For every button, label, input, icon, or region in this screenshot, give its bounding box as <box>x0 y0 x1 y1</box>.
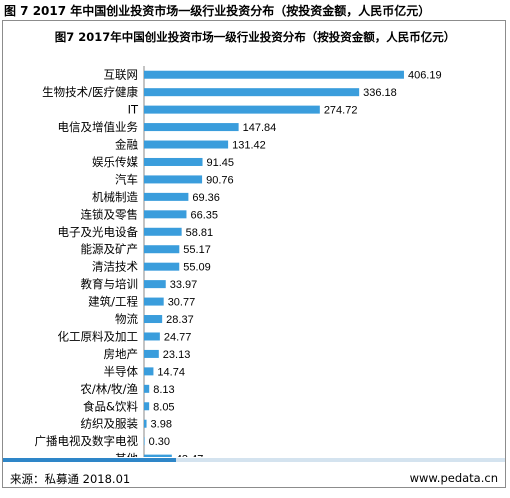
category-label: 娱乐传媒 <box>92 155 138 169</box>
category-label: 纺织及服装 <box>81 417 139 431</box>
data-label: 8.05 <box>153 401 174 413</box>
data-label: 147.84 <box>243 122 277 134</box>
data-label: 55.09 <box>183 262 211 274</box>
data-label: 90.76 <box>206 174 234 186</box>
bar-17 <box>144 367 154 376</box>
bar-7 <box>144 192 189 201</box>
data-label: 24.77 <box>164 331 192 343</box>
data-label: 66.35 <box>190 209 218 221</box>
data-label: 14.74 <box>157 366 185 378</box>
chart-title: 图7 2017年中国创业投资市场一级行业投资分布（按投资金额，人民币亿元） <box>54 30 456 44</box>
bar-22 <box>144 454 172 457</box>
bar-9 <box>144 227 182 236</box>
bar-16 <box>144 349 159 358</box>
category-label: 机械制造 <box>92 190 138 204</box>
bar-5 <box>144 157 203 166</box>
footer-divider <box>3 458 505 462</box>
bar-14 <box>144 315 163 324</box>
source-note: 来源：私募通 2018.01 <box>10 472 131 486</box>
category-label: 汽车 <box>115 172 138 186</box>
site-url: www.pedata.cn <box>409 471 498 485</box>
bar-chart: 互联网 406.19 生物技术/医疗健康 336.18 IT 274.72 电信及增值业务 1… <box>35 66 442 457</box>
category-label: 能源及矿产 <box>81 242 139 256</box>
bar-19 <box>144 402 150 411</box>
data-label: 131.42 <box>232 140 266 152</box>
category-label: 清洁技术 <box>92 260 138 274</box>
data-label: 55.17 <box>183 244 211 256</box>
category-label: 化工原料及加工 <box>58 329 139 343</box>
category-label: 教育与培训 <box>81 277 139 291</box>
bar-18 <box>144 384 150 393</box>
data-label: 0.30 <box>149 436 170 448</box>
category-label: 农/林/牧/渔 <box>80 382 138 396</box>
category-label: 生物技术/医疗健康 <box>42 85 138 99</box>
category-label: 其他 <box>115 452 138 457</box>
category-label: 互联网 <box>104 68 139 82</box>
data-label: 33.97 <box>170 279 198 291</box>
data-label: 23.13 <box>163 349 191 361</box>
category-label: 连锁及零售 <box>81 207 139 221</box>
data-label: 69.36 <box>192 192 220 204</box>
category-label: 建筑/工程 <box>88 295 138 309</box>
bar-0 <box>144 70 404 79</box>
footer-divider-accent <box>3 458 176 462</box>
category-label: IT <box>128 103 139 117</box>
data-label: 30.77 <box>168 297 196 309</box>
category-label: 金融 <box>115 138 138 152</box>
data-label: 3.98 <box>151 419 172 431</box>
page-title: 图 7 2017 年中国创业投资市场一级行业投资分布（按投资金额，人民币亿元） <box>4 4 431 18</box>
data-label: 91.45 <box>207 157 235 169</box>
category-label: 电信及增值业务 <box>58 120 139 134</box>
data-label: 274.72 <box>324 105 358 117</box>
bar-21 <box>144 437 145 446</box>
bar-8 <box>144 210 187 219</box>
bar-4 <box>144 140 229 149</box>
bar-11 <box>144 262 180 271</box>
chart-frame: 图7 2017年中国创业投资市场一级行业投资分布（按投资金额，人民币亿元） 互联… <box>2 20 506 488</box>
bar-1 <box>144 88 360 97</box>
bar-20 <box>144 419 147 428</box>
bar-2 <box>144 105 320 114</box>
data-label: 58.81 <box>186 227 214 239</box>
data-label: 8.13 <box>153 384 174 396</box>
data-label: 43.47 <box>176 454 204 457</box>
bar-10 <box>144 245 180 254</box>
category-label: 房地产 <box>104 347 139 361</box>
data-label: 336.18 <box>363 87 397 99</box>
bar-15 <box>144 332 160 341</box>
data-label: 28.37 <box>166 314 194 326</box>
category-label: 广播电视及数字电视 <box>35 434 139 448</box>
bar-13 <box>144 297 164 306</box>
bar-12 <box>144 280 166 289</box>
data-label: 406.19 <box>408 70 442 82</box>
category-label: 电子及光电设备 <box>58 225 139 239</box>
category-label: 物流 <box>115 312 138 326</box>
bar-6 <box>144 175 203 184</box>
category-label: 食品&饮料 <box>83 399 138 413</box>
category-label: 半导体 <box>104 364 139 378</box>
bar-3 <box>144 123 239 132</box>
